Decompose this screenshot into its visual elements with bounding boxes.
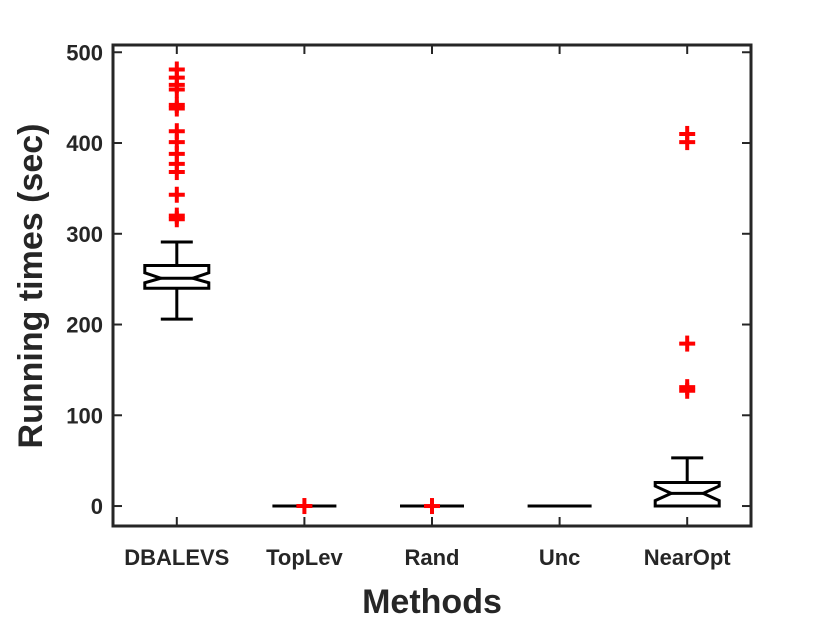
box-rand [400,498,464,515]
x-tick-label: Unc [539,545,581,570]
y-tick-label: 0 [91,494,103,519]
outlier-marker [168,96,185,113]
outlier-marker [296,498,313,515]
box-body [143,264,211,290]
y-tick-label: 100 [66,403,103,428]
x-tick-label: Rand [405,545,460,570]
x-axis-label: Methods [362,583,502,621]
plot-area [143,61,721,515]
outlier-marker [679,379,696,396]
y-axis-label: Running times (sec) [12,124,50,449]
x-tick-label: TopLev [266,545,343,570]
y-tick-label: 200 [66,313,103,338]
outlier-marker [168,186,185,203]
outlier-marker [424,498,440,515]
y-tick-label: 300 [66,222,103,247]
y-tick-label: 400 [66,131,103,156]
x-tick-label: NearOpt [644,545,731,570]
outlier-marker [679,335,696,352]
outlier-marker [679,125,696,142]
axes: 0 100 200 300 400 500 DBALEVS TopLev Rand Unc Near… [66,40,753,570]
outlier-marker [168,123,185,140]
box-toplev [272,498,337,515]
y-tick-label: 500 [66,40,103,65]
outlier-marker [168,61,185,78]
x-tick-label: DBALEVS [124,545,229,570]
box-body [653,480,721,508]
outlier-marker [168,207,185,224]
box-nearopt [653,125,721,508]
box-dbalevs [143,61,211,321]
